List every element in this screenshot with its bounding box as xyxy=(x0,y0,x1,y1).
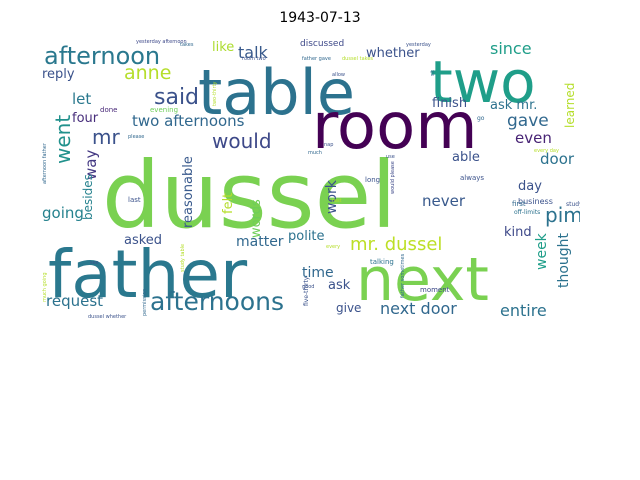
word-use: use xyxy=(386,154,395,160)
word-father: father xyxy=(48,236,248,313)
word-every-day: every day xyxy=(534,148,559,154)
word-time: time xyxy=(302,265,334,281)
word-dussel: dussel xyxy=(102,142,397,249)
word-thought: thought xyxy=(556,232,572,288)
word-mr-dussel: mr. dussel xyxy=(350,234,442,255)
word-would: would xyxy=(212,129,272,153)
word-evening: evening xyxy=(150,106,178,114)
word-study: study xyxy=(566,201,580,208)
word-even: even xyxy=(515,129,552,147)
word-nap: nap xyxy=(324,142,333,148)
word-week: week xyxy=(534,232,550,270)
word-two-thirty: two-thirty xyxy=(212,81,218,106)
word-two-afternoons: two afternoons xyxy=(132,112,245,130)
word-ask: ask xyxy=(328,278,351,293)
word-ask-mr: ask mr. xyxy=(490,98,537,113)
word-father-gave: father gave xyxy=(302,56,331,62)
word-door: door xyxy=(540,150,575,168)
word-sit: sit xyxy=(430,70,436,76)
word-work: work xyxy=(324,179,340,214)
word-words: words xyxy=(249,199,264,238)
word-yesterday-afternoon: yesterday afternoon xyxy=(136,39,187,45)
word-off-limits: off-limits xyxy=(514,209,540,216)
word-went: went xyxy=(51,115,75,164)
word-entire: entire xyxy=(500,301,547,320)
word-would-please: would please xyxy=(390,161,396,194)
word-rest: rest xyxy=(332,198,342,204)
word-asked: asked xyxy=(124,233,162,248)
word-like: like xyxy=(212,40,234,55)
word-way: way xyxy=(82,150,100,180)
word-besides: besides xyxy=(81,174,95,220)
word-afternoons: afternoons xyxy=(150,287,284,316)
word-see: see xyxy=(90,260,99,266)
word-please: please xyxy=(128,134,144,140)
word-cloud: dussel father table room two next aftern… xyxy=(40,34,580,324)
word-yesterday: yesterday xyxy=(406,42,431,48)
word-five-thirty: five-thirty xyxy=(303,276,310,306)
word-much: much xyxy=(308,150,322,156)
word-takes: takes xyxy=(180,42,194,48)
word-polite: polite xyxy=(288,229,325,244)
word-table: table xyxy=(198,56,355,129)
word-discussed: discussed xyxy=(300,39,344,49)
word-kind: kind xyxy=(504,225,532,240)
word-finish: finish xyxy=(432,96,467,111)
word-able: able xyxy=(452,150,480,165)
word-dussel-takes: dussel takes xyxy=(342,56,373,62)
word-study-table: study table xyxy=(180,244,186,272)
word-never: never xyxy=(422,192,466,210)
word-talk: talk xyxy=(238,43,269,62)
word-reasonable: reasonable xyxy=(181,156,196,228)
word-cloud-canvas: dussel father table room two next aftern… xyxy=(42,39,580,320)
word-let: let xyxy=(72,90,91,108)
word-go: go xyxy=(477,115,485,122)
word-pim: pim xyxy=(545,203,580,227)
word-felt: felt xyxy=(221,193,236,214)
word-allow: allow xyxy=(332,72,345,78)
word-moment: moment xyxy=(420,286,450,294)
word-dussel-whether: dussel whether xyxy=(88,314,127,320)
word-first: first xyxy=(512,200,526,208)
word-going: going xyxy=(42,204,84,222)
word-whether: whether xyxy=(366,46,420,61)
word-long: long xyxy=(365,176,380,184)
word-good: good xyxy=(302,284,314,290)
word-four: four xyxy=(72,111,99,126)
word-last: last xyxy=(128,196,141,204)
word-every: every xyxy=(326,244,340,250)
word-anne: anne xyxy=(124,62,171,84)
word-matter: matter xyxy=(236,234,284,250)
word-next: next xyxy=(356,245,489,315)
word-request: request xyxy=(46,292,103,310)
word-said: said xyxy=(154,85,199,110)
word-mr: mr xyxy=(92,125,120,149)
word-permission: permission xyxy=(142,289,148,316)
word-done: done xyxy=(100,106,117,114)
word-next-door: next door xyxy=(380,299,457,318)
word-room-two: room two xyxy=(242,56,266,62)
word-day: day xyxy=(518,179,542,194)
word-afternoon-father: afternoon father xyxy=(42,142,48,184)
word-always: always xyxy=(460,174,484,182)
word-reply: reply xyxy=(42,67,75,82)
word-gave: gave xyxy=(507,111,549,131)
word-business: business xyxy=(518,197,553,206)
word-since: since xyxy=(490,39,532,58)
word-father-sometimes: father sometimes xyxy=(400,253,406,298)
word-two: two xyxy=(430,48,536,116)
word-talking: talking xyxy=(370,258,394,266)
chart-title: 1943-07-13 xyxy=(279,10,361,26)
word-learned: learned xyxy=(563,83,577,128)
word-afternoon: afternoon xyxy=(44,42,160,70)
word-give: give xyxy=(336,301,361,315)
word-room: room xyxy=(312,90,478,164)
word-much-going: much going xyxy=(42,272,48,302)
